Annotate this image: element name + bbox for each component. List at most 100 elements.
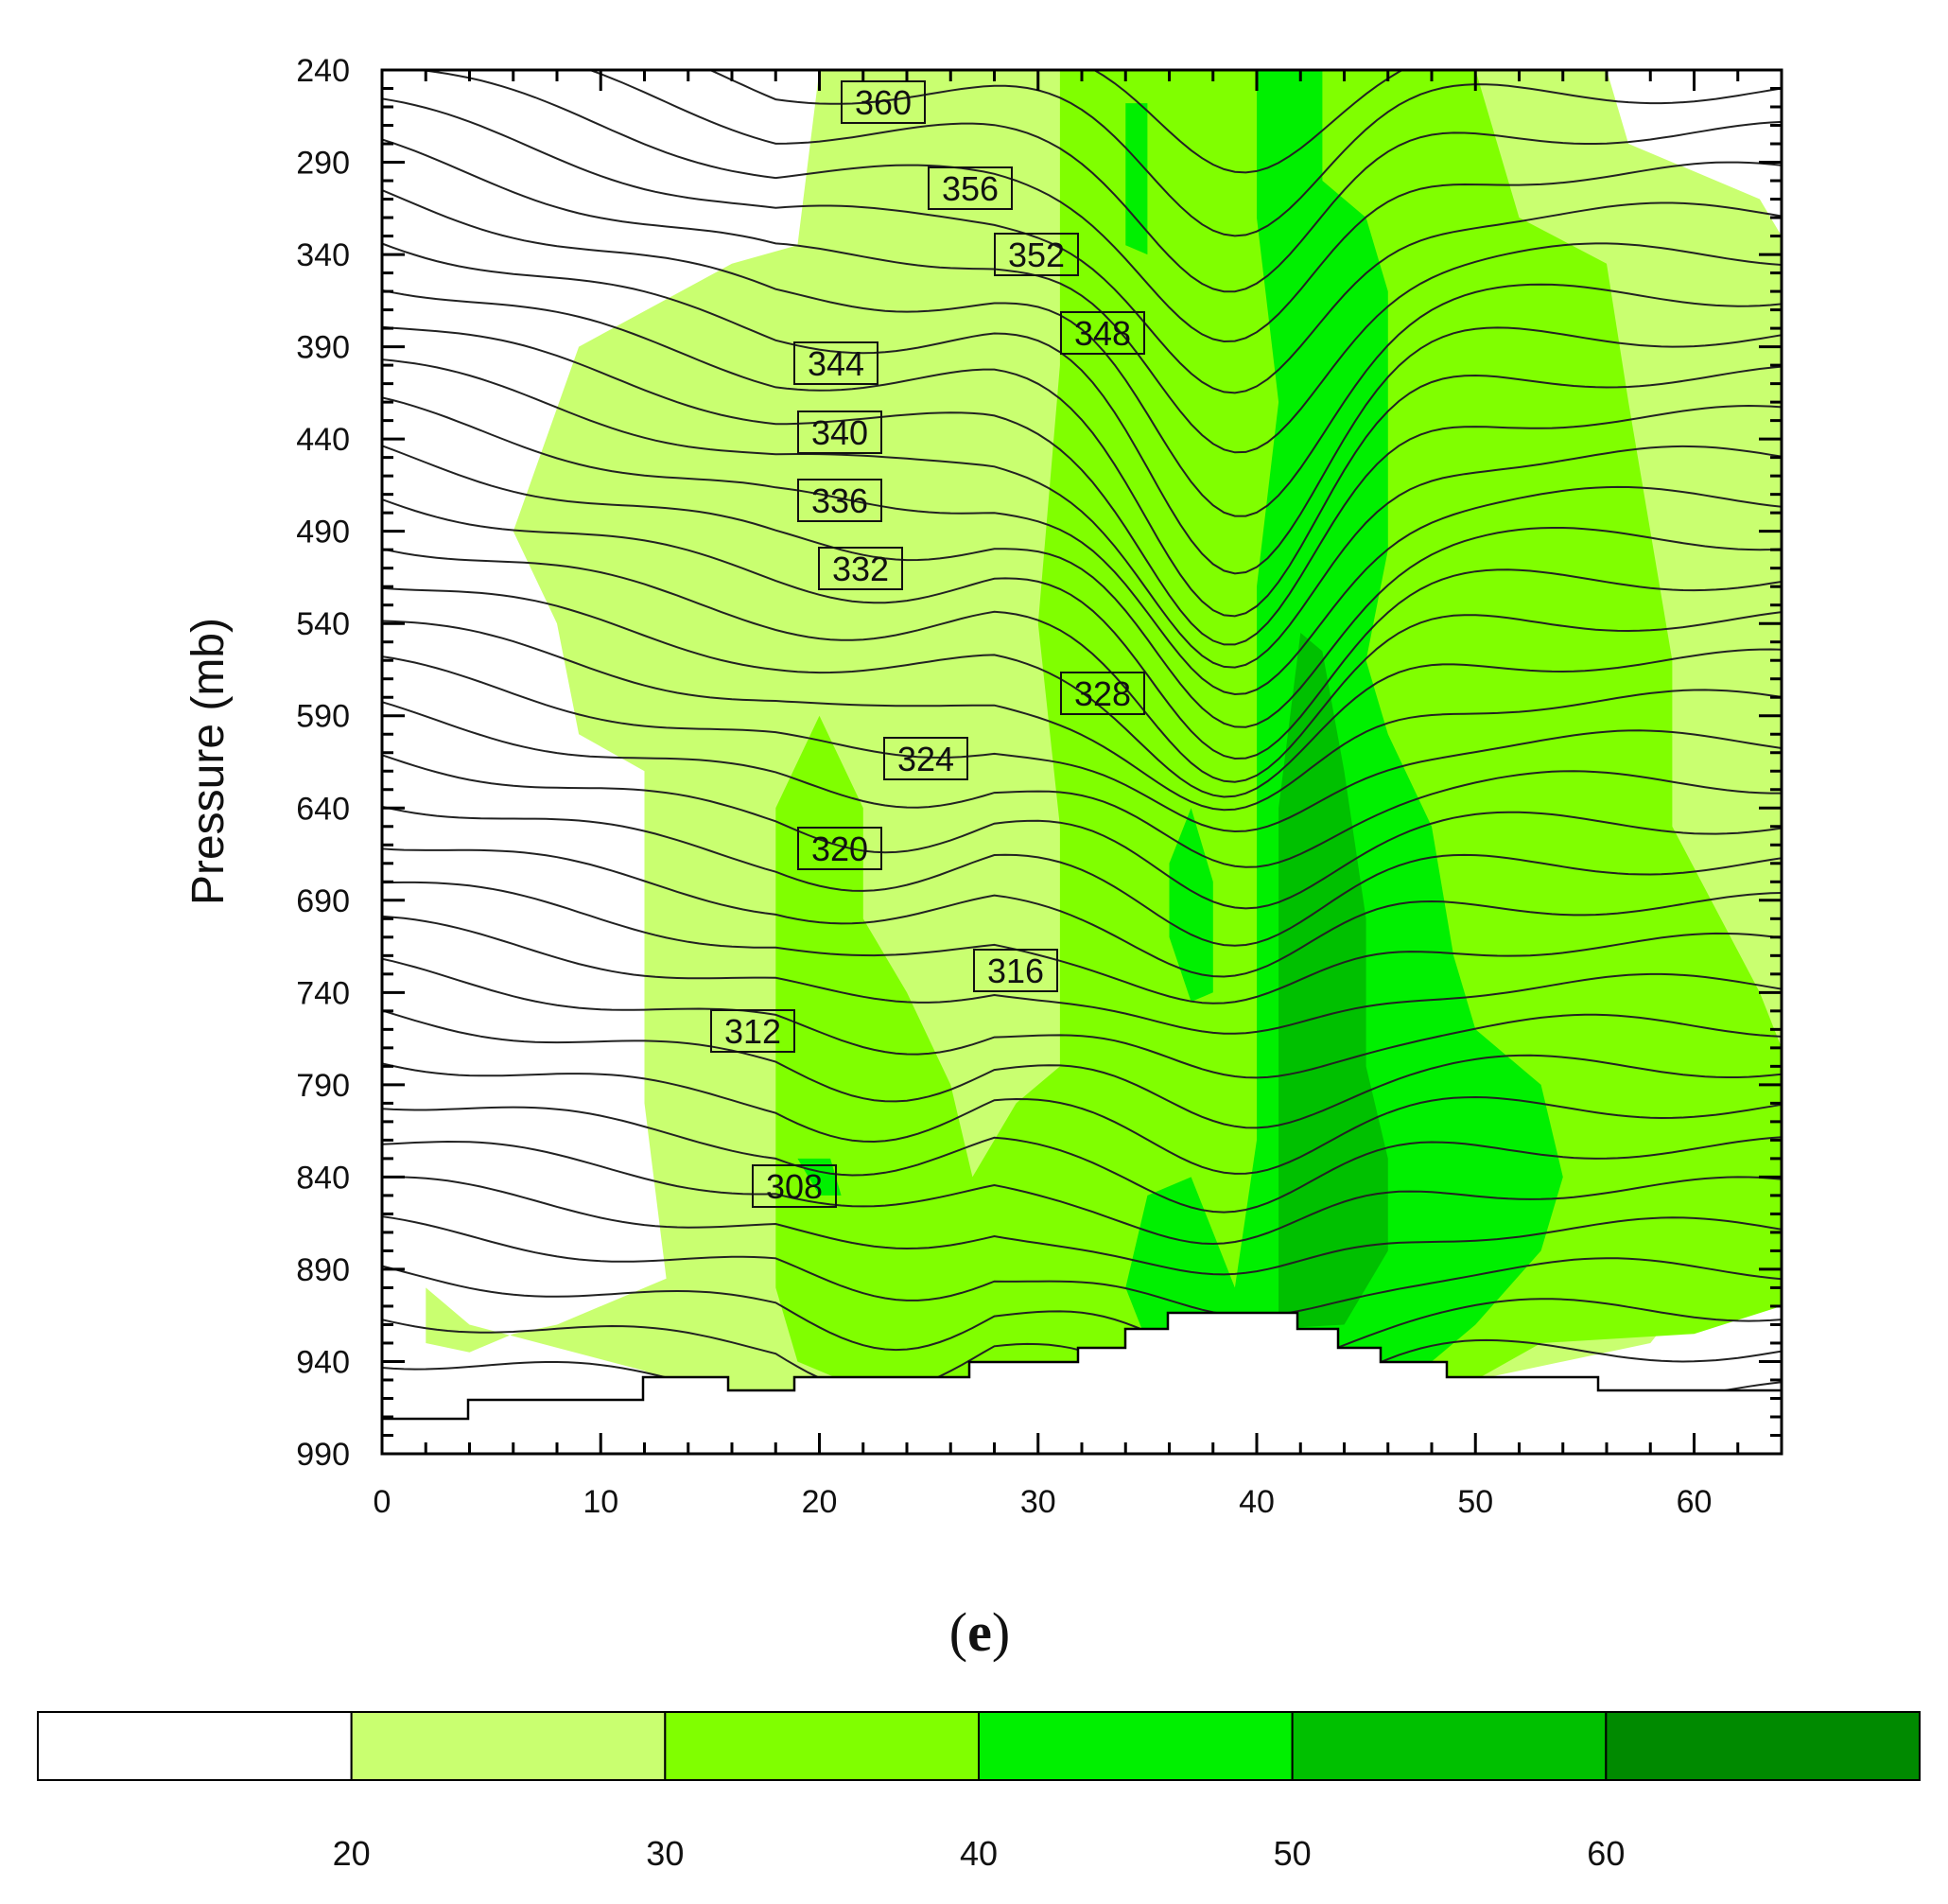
axis-ticks — [380, 68, 1783, 1456]
contour-label-text: 360 — [855, 83, 912, 122]
colorbar-tick-labels: 20 30 40 50 60 — [333, 1834, 1626, 1873]
x-tick-label: 20 — [802, 1484, 838, 1520]
contour-label-text: 336 — [811, 481, 868, 520]
contour-label-316: 316 — [973, 949, 1058, 992]
contour-label-352: 352 — [994, 233, 1079, 276]
contour-label-328: 328 — [1060, 672, 1145, 715]
y-tick-label: 690 — [296, 883, 350, 919]
contour-label-324: 324 — [883, 737, 968, 780]
contour-label-text: 356 — [942, 169, 999, 208]
contour-line — [382, 1215, 1782, 1318]
colorbar-tick-label: 40 — [960, 1834, 998, 1873]
contour-label-text: 316 — [987, 952, 1044, 990]
contour-line — [382, 445, 1782, 728]
colorbar-swatch — [37, 1711, 353, 1781]
y-tick-label: 490 — [296, 515, 350, 550]
y-tick-label: 790 — [296, 1068, 350, 1104]
y-tick-label: 290 — [296, 146, 350, 182]
x-tick-label: 50 — [1457, 1484, 1493, 1520]
contour-line — [382, 138, 1782, 454]
contour-label-308: 308 — [752, 1164, 837, 1208]
contour-label-336: 336 — [797, 479, 882, 522]
x-tick-label: 30 — [1020, 1484, 1056, 1520]
colorbar-swatch — [1291, 1711, 1608, 1781]
x-tick-label: 10 — [583, 1484, 618, 1520]
contour-line — [586, 70, 1782, 293]
contour-line — [382, 548, 1782, 783]
y-tick-label: 990 — [296, 1437, 350, 1473]
colorbar-tick-label: 60 — [1587, 1834, 1625, 1873]
contour-line — [382, 620, 1782, 812]
terrain-mask — [380, 1311, 1783, 1456]
contour-label-348: 348 — [1060, 311, 1145, 355]
colorbar-swatch — [1605, 1711, 1922, 1781]
contour-line — [382, 754, 1782, 910]
contour-line — [382, 1176, 1782, 1276]
colorbar-swatch — [664, 1711, 980, 1781]
contour-line — [382, 805, 1782, 947]
y-tick-label: 590 — [296, 699, 350, 735]
contour-line — [707, 70, 1782, 237]
y-tick-label: 340 — [296, 237, 350, 273]
contour-line — [382, 881, 1782, 1004]
y-axis-tick-labels: 240 290 340 390 440 490 540 590 640 690 740 790 840 8… — [296, 53, 350, 1473]
contour-line — [382, 655, 1782, 833]
panel-label: (e) — [949, 1601, 1010, 1663]
contour-line — [382, 1062, 1782, 1175]
x-tick-label: 40 — [1239, 1484, 1275, 1520]
contour-line — [382, 957, 1782, 1079]
contour-label-text: 344 — [808, 344, 864, 383]
contour-label-text: 348 — [1074, 314, 1131, 353]
contour-line — [382, 288, 1782, 618]
y-tick-label: 440 — [296, 422, 350, 458]
contour-line — [382, 97, 1782, 394]
contour-label-text: 320 — [811, 830, 868, 868]
contour-label-320: 320 — [797, 827, 882, 870]
colorbar-tick-label: 30 — [646, 1834, 684, 1873]
contour-line — [382, 847, 1782, 978]
y-tick-label: 390 — [296, 330, 350, 366]
contour-label-356: 356 — [928, 166, 1013, 210]
x-tick-label: 0 — [374, 1484, 391, 1520]
contour-label-340: 340 — [797, 410, 882, 454]
colorbar — [37, 1711, 1922, 1781]
y-axis-title: Pressure (mb) — [183, 618, 234, 905]
contour-label-text: 308 — [766, 1167, 823, 1206]
panel-label-paren-close: ) — [992, 1601, 1010, 1663]
panel-label-paren-open: ( — [949, 1601, 967, 1663]
contour-line — [382, 1140, 1782, 1246]
y-tick-label: 540 — [296, 606, 350, 642]
contour-label-344: 344 — [793, 341, 878, 385]
y-tick-label: 240 — [296, 53, 350, 89]
shaded-region-40 — [797, 1158, 842, 1196]
x-axis-tick-labels: 0 10 20 30 40 50 60 — [374, 1484, 1713, 1520]
contour-label-text: 332 — [832, 550, 889, 588]
shaded-region-40 — [1125, 103, 1148, 255]
contour-label-312: 312 — [710, 1009, 795, 1053]
contour-label-text: 312 — [724, 1012, 781, 1051]
x-tick-label: 60 — [1677, 1484, 1713, 1520]
y-tick-label: 890 — [296, 1252, 350, 1288]
shaded-regions — [426, 70, 1782, 1403]
contour-line — [382, 915, 1782, 1035]
panel-label-letter: e — [967, 1601, 992, 1663]
contour-line — [382, 189, 1782, 517]
colorbar-swatch — [350, 1711, 667, 1781]
contour-line — [382, 1265, 1782, 1369]
contour-label-text: 324 — [897, 740, 954, 778]
contour-line — [382, 242, 1782, 575]
contour-line — [382, 701, 1782, 868]
contour-label-text: 352 — [1008, 236, 1065, 274]
y-tick-label: 740 — [296, 975, 350, 1011]
contour-line — [382, 1106, 1782, 1214]
contour-label-text: 340 — [811, 413, 868, 452]
contour-label-360: 360 — [841, 80, 926, 124]
colorbar-tick-label: 20 — [333, 1834, 371, 1873]
y-tick-label: 840 — [296, 1160, 350, 1196]
contour-line — [382, 498, 1782, 760]
contour-label-332: 332 — [818, 547, 903, 590]
shaded-region-40 — [1125, 70, 1563, 1389]
colorbar-swatch — [978, 1711, 1294, 1781]
contour-line — [413, 70, 1782, 343]
